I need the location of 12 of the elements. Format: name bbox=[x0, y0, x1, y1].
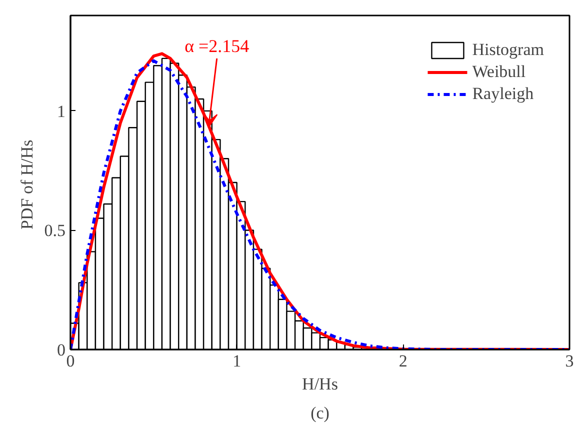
y-tick-label: 0.5 bbox=[44, 221, 66, 240]
legend-label: Rayleigh bbox=[472, 84, 534, 104]
annotation: α =2.154 bbox=[184, 36, 250, 56]
text: (c) bbox=[310, 404, 330, 422]
x-tick-label: 2 bbox=[398, 352, 408, 370]
x-tick-label: 3 bbox=[565, 352, 574, 370]
legend-label: Weibull bbox=[472, 62, 526, 82]
y-tick-label: 1 bbox=[57, 102, 66, 121]
y-axis-title: PDF of H/Hs bbox=[17, 140, 36, 230]
x-axis-title: H/Hs bbox=[302, 374, 338, 394]
legend-label: Histogram bbox=[472, 40, 544, 60]
x-tick-label: 1 bbox=[232, 352, 242, 370]
